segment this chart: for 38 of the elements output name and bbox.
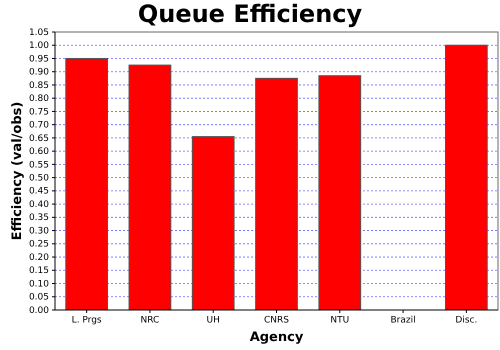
y-tick-label: 1.00 <box>28 41 50 52</box>
bar <box>444 44 488 310</box>
y-tick-label: 0.45 <box>28 186 49 197</box>
y-tick-label: 0.95 <box>28 54 49 64</box>
bar <box>128 64 172 310</box>
y-tick-label: 0.85 <box>28 80 49 91</box>
x-tick-label: L. Prgs <box>72 315 102 326</box>
y-tick-label: 0.30 <box>28 226 50 236</box>
bar <box>255 78 298 310</box>
y-tick-label: 0.55 <box>28 160 49 170</box>
y-tick-label: 0.10 <box>28 279 50 290</box>
x-tick-label: CNRS <box>264 315 290 326</box>
y-tick-label: 0.40 <box>28 200 50 210</box>
bar <box>318 75 362 310</box>
x-tick-label: UH <box>206 315 220 326</box>
y-tick-label: 0.65 <box>28 134 49 144</box>
x-axis-title: Agency <box>250 330 304 345</box>
y-tick-label: 0.05 <box>28 292 49 303</box>
y-tick-label: 0.80 <box>28 94 50 104</box>
x-tick-label: Brazil <box>390 315 416 326</box>
y-tick-label: 0.50 <box>28 174 50 184</box>
y-tick-label: 0.15 <box>28 266 49 276</box>
y-tick-label: 0.20 <box>28 252 50 263</box>
y-tick-label: 0.70 <box>28 120 50 131</box>
y-tick-label: 0.00 <box>28 306 50 316</box>
chart-title: Queue Efficiency <box>138 0 363 28</box>
bar <box>192 136 235 310</box>
y-tick-label: 0.60 <box>28 147 50 158</box>
x-tick-label: Disc. <box>455 315 478 326</box>
y-tick-label: 0.75 <box>28 107 49 118</box>
y-tick-label: 0.90 <box>28 68 50 78</box>
x-tick-label: NRC <box>140 315 160 326</box>
x-tick-label: NTU <box>330 315 350 326</box>
y-axis-title: Efficiency (val/obs) <box>10 102 25 240</box>
y-tick-label: 0.25 <box>28 240 49 250</box>
y-tick-label: 1.05 <box>28 28 49 38</box>
y-tick-label: 0.35 <box>28 213 49 224</box>
bar <box>65 58 108 310</box>
